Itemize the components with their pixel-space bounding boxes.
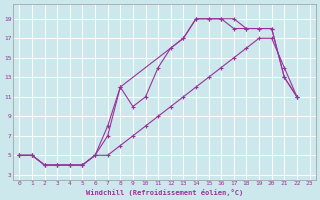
X-axis label: Windchill (Refroidissement éolien,°C): Windchill (Refroidissement éolien,°C)	[86, 189, 243, 196]
